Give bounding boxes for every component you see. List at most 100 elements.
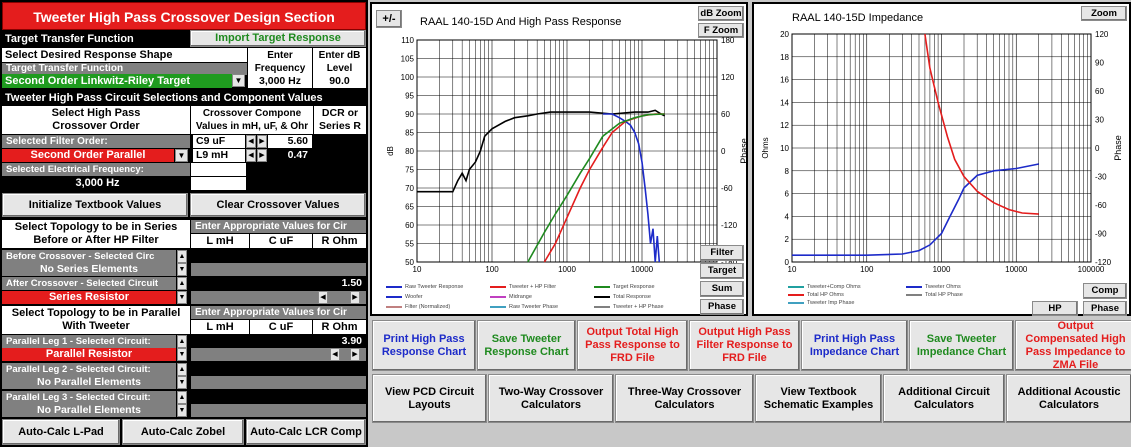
before-scroll-up-icon[interactable]: ▲ <box>177 250 187 263</box>
leg3-input-row[interactable] <box>191 404 366 417</box>
sum-button[interactable]: Sum <box>700 281 744 297</box>
leg1-scroll-down-icon[interactable]: ▼ <box>177 348 187 361</box>
filter-order-select[interactable]: Second Order Parallel <box>2 149 174 162</box>
comp2-value[interactable]: 0.47 <box>268 149 312 162</box>
series-line-raw-tweeter-response <box>602 113 661 263</box>
db-level-input[interactable]: 90.0 <box>313 75 366 88</box>
calculator-button-4[interactable]: View Textbook Schematic Examples <box>755 374 882 423</box>
leg2-input-row[interactable] <box>191 376 366 389</box>
legend-item: Raw Tweeter Response <box>386 284 463 290</box>
comp1-value[interactable]: 5.60 <box>268 135 312 148</box>
left-panel: Tweeter High Pass Crossover Design Secti… <box>0 0 368 447</box>
after-scroll-up-icon[interactable]: ▲ <box>177 277 187 290</box>
parallel-topology-line2: With Tweeter <box>62 320 130 332</box>
filter-order-dropdown-arrow-icon[interactable]: ▼ <box>175 149 188 162</box>
output-button-7[interactable]: Output Compensated High Pass Impedance t… <box>1015 320 1131 371</box>
comp2-spin-down-icon[interactable]: ◀ <box>246 149 256 162</box>
leg1-scroll-right-icon[interactable]: ▶ <box>350 348 360 361</box>
selected-filter-order-label: Selected Filter Order: <box>2 135 190 148</box>
db-zoom-button[interactable]: dB Zoom <box>698 6 744 21</box>
auto-calc-zobel-button[interactable]: Auto-Calc Zobel <box>122 419 244 445</box>
legend-swatch <box>386 286 402 288</box>
leg1-r-value[interactable]: 3.90 <box>313 335 366 348</box>
target-dropdown-arrow-icon[interactable]: ▼ <box>232 74 245 87</box>
output-button-2[interactable]: Save Tweeter Response Chart <box>477 320 576 371</box>
leg2-value[interactable]: No Parallel Elements <box>2 376 176 389</box>
y-axis-label: Ohms <box>761 137 770 158</box>
calculator-button-3[interactable]: Three-Way Crossover Calculators <box>615 374 754 423</box>
y-tick-label: 8 <box>785 167 790 176</box>
before-input-row[interactable] <box>191 263 366 276</box>
leg3-scroll-up-icon[interactable]: ▲ <box>177 391 187 404</box>
calculator-button-2[interactable]: Two-Way Crossover Calculators <box>488 374 614 423</box>
comp1-dcr-cell[interactable] <box>314 135 366 148</box>
leg2-scroll-down-icon[interactable]: ▼ <box>177 376 187 389</box>
output-button-6[interactable]: Save Tweeter Impedance Chart <box>909 320 1014 371</box>
output-button-4[interactable]: Output High Pass Filter Response to FRD … <box>689 320 800 371</box>
dcr-label: DCR or Series R <box>314 106 366 134</box>
target-select[interactable]: Second Order Linkwitz-Riley Target <box>2 74 232 88</box>
legend-label: Tweeter + HP Phase <box>613 304 664 310</box>
leg1-scroll-left-icon[interactable]: ◀ <box>330 348 340 361</box>
y2-tick-label: 60 <box>721 110 730 119</box>
legend-item: Tweeter Ohms <box>906 284 961 290</box>
after-crossover-label: After Crossover - Selected Circuit <box>2 277 176 290</box>
series-topology-label: Select Topology to be in Series Before o… <box>2 220 190 248</box>
plus-minus-button[interactable]: +/- <box>376 10 402 28</box>
calculator-button-6[interactable]: Additional Acoustic Calculators <box>1006 374 1131 423</box>
legend-swatch <box>490 306 506 308</box>
legend-swatch <box>594 296 610 298</box>
after-scroll-down-icon[interactable]: ▼ <box>177 291 187 304</box>
comp-button[interactable]: Comp <box>1083 283 1127 299</box>
before-scroll-down-icon[interactable]: ▼ <box>177 263 187 276</box>
leg3-value[interactable]: No Parallel Elements <box>2 404 176 417</box>
comp2-spin-up-icon[interactable]: ▶ <box>257 149 267 162</box>
leg1-value[interactable]: Parallel Resistor <box>2 348 176 361</box>
enter-values-header-2: Enter Appropriate Values for Cir <box>191 306 366 319</box>
zoom-button[interactable]: Zoom <box>1081 6 1127 21</box>
y-tick-label: 0 <box>785 258 790 267</box>
f-zoom-button[interactable]: F Zoom <box>698 23 744 38</box>
after-scroll-left-icon[interactable]: ◀ <box>318 291 328 304</box>
output-button-1[interactable]: Print High Pass Response Chart <box>372 320 476 371</box>
calculator-button-5[interactable]: Additional Circuit Calculators <box>883 374 1005 423</box>
y-tick-label: 16 <box>780 76 789 85</box>
frequency-input[interactable]: 3,000 Hz <box>248 75 312 88</box>
import-target-response-button[interactable]: Import Target Response <box>190 30 366 47</box>
hp-button[interactable]: HP <box>1032 301 1078 316</box>
target-button[interactable]: Target <box>700 263 744 279</box>
leg2-scroll-up-icon[interactable]: ▲ <box>177 363 187 376</box>
y-tick-label: 12 <box>780 121 789 130</box>
y-tick-label: 6 <box>785 190 790 199</box>
target-transfer-function-sub: Target Transfer Function <box>2 63 247 75</box>
clear-crossover-values-button[interactable]: Clear Crossover Values <box>190 193 366 217</box>
enter-frequency-label: Enter Frequency <box>248 48 312 76</box>
after-scroll-right-icon[interactable]: ▶ <box>350 291 360 304</box>
x-tick-label: 100 <box>860 265 874 274</box>
legend-label: Filter (Normalized) <box>405 304 451 310</box>
impedance-phase-button[interactable]: Phase <box>1083 301 1127 316</box>
leg1-scrollbar[interactable] <box>191 348 366 361</box>
legend-swatch <box>788 286 804 288</box>
after-scrollbar[interactable] <box>191 291 366 304</box>
comp1-spin-down-icon[interactable]: ◀ <box>246 135 256 148</box>
output-button-3[interactable]: Output Total High Pass Response to FRD F… <box>577 320 688 371</box>
parallel-topology-label: Select Topology to be in Parallel With T… <box>2 306 190 334</box>
x-tick-label: 100000 <box>1078 265 1105 274</box>
dcr-line2: Series R <box>318 120 362 132</box>
auto-calc-lcr-button[interactable]: Auto-Calc LCR Comp <box>246 419 366 445</box>
leg3-scroll-down-icon[interactable]: ▼ <box>177 404 187 417</box>
legend-swatch <box>906 294 922 296</box>
phase-button[interactable]: Phase <box>700 299 744 315</box>
before-crossover-label: Before Crossover - Selected Circ <box>2 250 176 263</box>
calculator-button-1[interactable]: View PCD Circuit Layouts <box>372 374 487 423</box>
after-r-value[interactable]: 1.50 <box>313 277 366 290</box>
initialize-textbook-values-button[interactable]: Initialize Textbook Values <box>2 193 188 217</box>
legend-label: Tweeter+Comp Ohms <box>807 284 861 290</box>
after-crossover-value[interactable]: Series Resistor <box>2 291 176 304</box>
output-button-5[interactable]: Print High Pass Impedance Chart <box>801 320 908 371</box>
leg1-scroll-up-icon[interactable]: ▲ <box>177 335 187 348</box>
auto-calc-lpad-button[interactable]: Auto-Calc L-Pad <box>2 419 120 445</box>
filter-button[interactable]: Filter <box>700 245 744 261</box>
comp1-spin-up-icon[interactable]: ▶ <box>257 135 267 148</box>
